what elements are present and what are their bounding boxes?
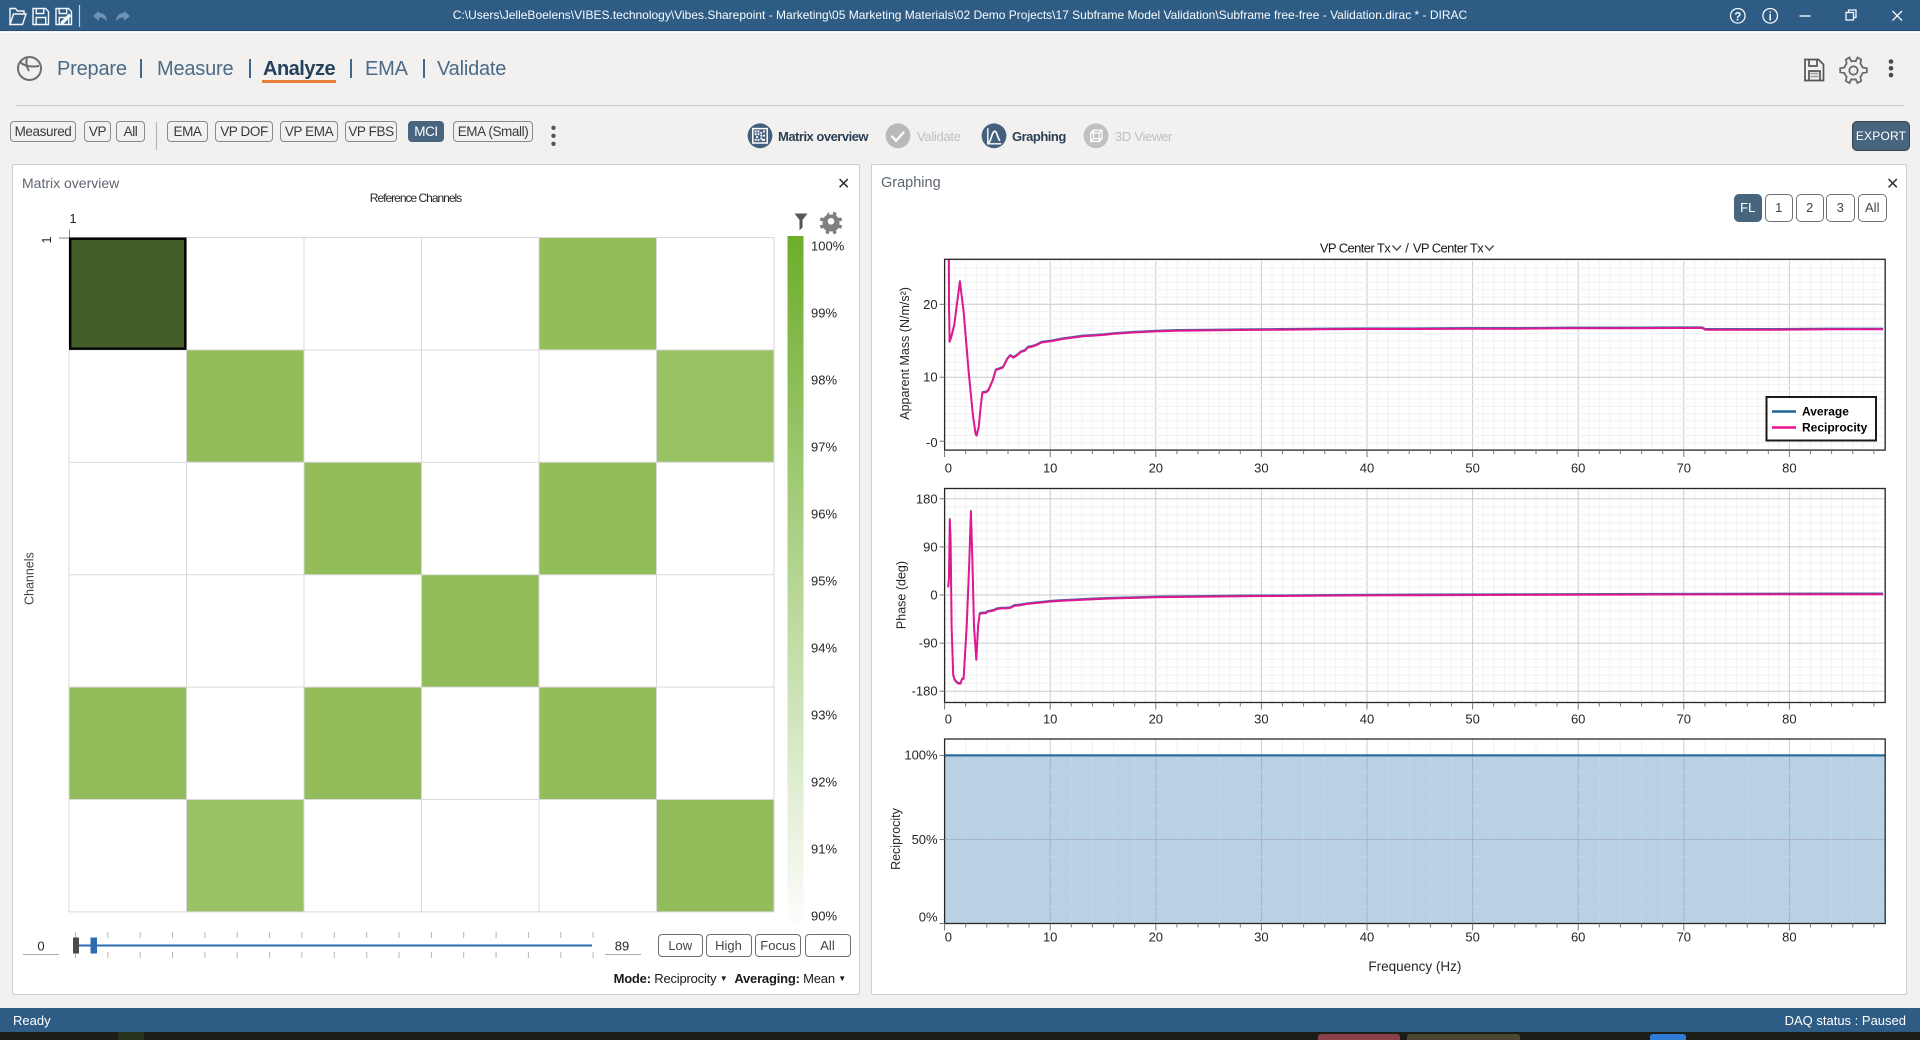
svg-text:100%: 100% — [811, 238, 845, 253]
svg-text:30: 30 — [1254, 461, 1268, 476]
svg-text:10: 10 — [1043, 930, 1057, 945]
svg-text:91%: 91% — [811, 841, 837, 856]
svg-text:80: 80 — [1782, 930, 1796, 945]
svg-text:20: 20 — [1149, 712, 1163, 727]
svg-text:0: 0 — [945, 930, 952, 945]
svg-text:0: 0 — [930, 588, 937, 603]
svg-text:1: 1 — [69, 211, 76, 226]
svg-text:0: 0 — [945, 712, 952, 727]
svg-text:50: 50 — [1465, 712, 1479, 727]
svg-text:VP Center Tx: VP Center Tx — [1320, 241, 1391, 256]
svg-text:20: 20 — [923, 297, 937, 312]
svg-text:10: 10 — [1043, 461, 1057, 476]
svg-text:20: 20 — [1149, 930, 1163, 945]
svg-text:20: 20 — [1149, 461, 1163, 476]
svg-text:30: 30 — [1254, 930, 1268, 945]
svg-text:92%: 92% — [811, 774, 837, 789]
svg-text:60: 60 — [1571, 712, 1585, 727]
svg-text:-180: -180 — [912, 684, 938, 699]
svg-text:Apparent Mass (N/m/s²): Apparent Mass (N/m/s²) — [898, 287, 912, 420]
svg-text:VP Center Tx: VP Center Tx — [1413, 241, 1484, 256]
svg-text:30: 30 — [1254, 712, 1268, 727]
svg-text:40: 40 — [1360, 712, 1374, 727]
svg-text:99%: 99% — [811, 305, 837, 320]
svg-text:89: 89 — [615, 939, 629, 954]
svg-text:95%: 95% — [811, 573, 837, 588]
svg-text:10: 10 — [923, 370, 937, 385]
svg-text:60: 60 — [1571, 461, 1585, 476]
svg-text:Frequency (Hz): Frequency (Hz) — [1368, 959, 1461, 974]
svg-text:93%: 93% — [811, 707, 837, 722]
svg-text:0%: 0% — [919, 909, 938, 924]
svg-text:0: 0 — [945, 461, 952, 476]
svg-text:-90: -90 — [919, 636, 938, 651]
svg-text:Reciprocity: Reciprocity — [889, 807, 903, 870]
svg-text:60: 60 — [1571, 930, 1585, 945]
svg-text:70: 70 — [1677, 461, 1691, 476]
svg-text:40: 40 — [1360, 930, 1374, 945]
svg-text:Channels: Channels — [23, 552, 37, 605]
svg-text:Reciprocity: Reciprocity — [1802, 421, 1868, 435]
svg-text:/: / — [1405, 241, 1409, 256]
svg-text:?: ? — [1734, 11, 1741, 23]
svg-text:10: 10 — [1043, 712, 1057, 727]
svg-text:97%: 97% — [811, 439, 837, 454]
svg-text:0: 0 — [37, 939, 44, 954]
svg-text:Average: Average — [1802, 405, 1849, 419]
svg-text:90%: 90% — [811, 908, 837, 923]
svg-text:80: 80 — [1782, 712, 1796, 727]
svg-text:96%: 96% — [811, 506, 837, 521]
svg-text:40: 40 — [1360, 461, 1374, 476]
svg-text:1: 1 — [39, 236, 54, 243]
svg-text:80: 80 — [1782, 461, 1796, 476]
svg-text:180: 180 — [916, 491, 938, 506]
svg-text:90: 90 — [923, 539, 937, 554]
svg-text:70: 70 — [1677, 712, 1691, 727]
svg-text:50: 50 — [1465, 461, 1479, 476]
svg-text:50%: 50% — [912, 832, 938, 847]
svg-text:i: i — [1769, 11, 1772, 23]
svg-text:70: 70 — [1677, 930, 1691, 945]
svg-text:-0: -0 — [926, 435, 938, 450]
svg-text:100%: 100% — [904, 748, 938, 763]
svg-text:50: 50 — [1465, 930, 1479, 945]
svg-text:94%: 94% — [811, 640, 837, 655]
svg-text:98%: 98% — [811, 372, 837, 387]
svg-text:Phase (deg): Phase (deg) — [895, 561, 909, 629]
